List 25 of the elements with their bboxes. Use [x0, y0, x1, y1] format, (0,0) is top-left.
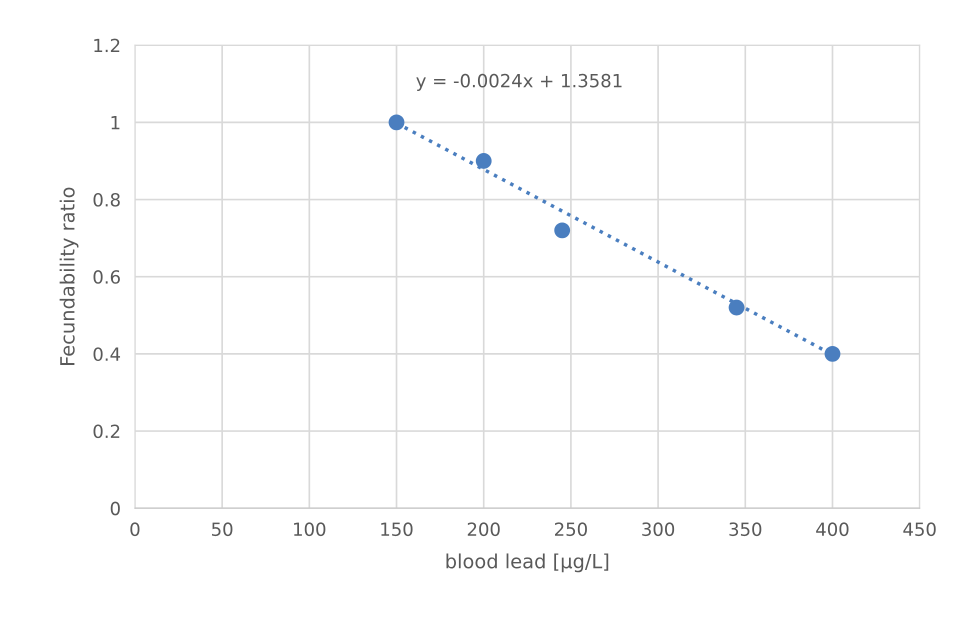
x-tick-label: 300 — [642, 522, 674, 536]
y-axis-title: Fecundability ratio — [60, 188, 78, 365]
point — [824, 346, 840, 362]
point — [476, 153, 492, 169]
y-tick-label: 0.6 — [94, 270, 120, 284]
x-tick-label: 50 — [212, 522, 232, 536]
x-tick-label: 350 — [729, 522, 762, 536]
point — [554, 222, 570, 238]
x-tick-label: 150 — [381, 522, 413, 536]
x-tick-label: 200 — [468, 522, 500, 536]
y-tick-label: 0 — [110, 502, 120, 516]
y-tick-label: 1.2 — [94, 38, 120, 52]
point — [388, 114, 404, 130]
x-tick-label: 0 — [130, 522, 140, 536]
x-tick-label: 100 — [294, 522, 326, 536]
y-tick-label: 0.2 — [94, 424, 120, 438]
y-tick-label: 0.4 — [94, 347, 120, 361]
x-axis-title: blood lead [µg/L] — [446, 553, 608, 572]
point — [728, 300, 744, 316]
annotation: y = -0.0024x + 1.3581 — [416, 74, 622, 91]
y-tick-label: 1 — [112, 116, 120, 130]
y-tick-label: 0.8 — [94, 192, 120, 207]
x-tick-label: 250 — [554, 522, 587, 536]
x-tick-label: 400 — [816, 522, 849, 536]
x-tick-label: 450 — [903, 522, 936, 536]
